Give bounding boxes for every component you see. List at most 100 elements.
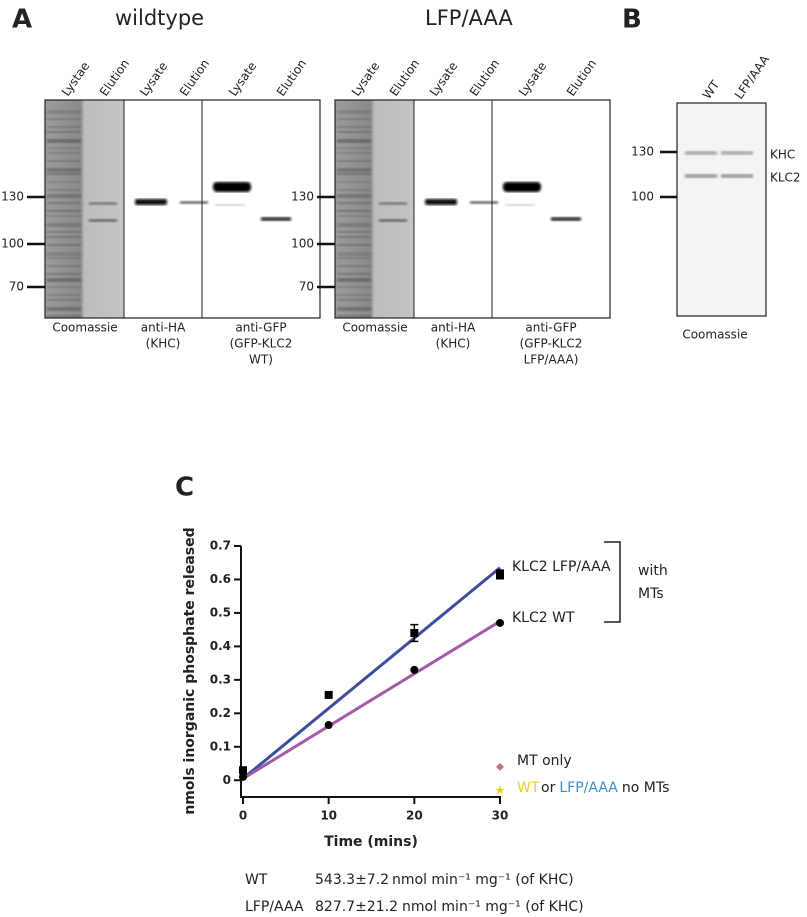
x-axis-label: Time (mins) [324,834,418,850]
point [239,766,247,775]
point [239,772,247,781]
section-label: (KHC) [146,337,181,351]
label-part: no MTs [622,780,670,796]
section-label: Coomassie [52,321,117,335]
band [337,236,371,238]
lane-label: Lysate [349,59,382,98]
marker-label: 130 [291,190,314,204]
band [47,189,81,191]
band [47,181,81,183]
band [47,273,81,275]
y-tick-label: 0 [223,773,231,787]
panel-label: A [12,5,32,35]
band [337,244,371,246]
band [47,315,81,317]
band [47,278,81,282]
band [337,147,371,149]
band [505,204,535,206]
band [337,118,371,120]
label-part: or [541,780,556,796]
section-label: anti-GFP [525,321,576,335]
band [47,131,81,133]
band [47,126,81,128]
band [470,201,498,204]
lane-label: LFP/AAA [732,52,773,102]
section-label: (KHC) [436,337,471,351]
band [213,182,251,192]
blot-title: LFP/AAA [425,6,513,30]
point [324,721,333,730]
lane-label: WT [700,77,723,101]
band [47,202,81,204]
lane-label: Lysate [427,59,460,98]
x-tick-label: 10 [320,809,337,823]
band [47,173,81,175]
band [261,217,291,221]
band [47,257,81,259]
band [337,231,371,233]
marker-label: 70 [299,280,314,294]
x-tick-label: 30 [492,809,509,823]
blot-title: wildtype [115,6,204,30]
series-label: KLC2 LFP/AAA [512,559,611,575]
bracket-label: with [638,563,668,579]
y-tick-label: 0.1 [210,739,231,753]
marker-label: 130 [1,190,24,204]
x-tick-label: 0 [239,809,247,823]
band-label: KLC2 [770,171,801,185]
band [215,204,245,206]
band [337,286,371,288]
lane-label: Elution [97,57,132,99]
band [337,139,371,143]
band [337,315,371,317]
band [47,286,81,288]
band [47,118,81,120]
band [47,252,81,256]
band [89,219,117,222]
band [337,257,371,259]
blot-frame [44,99,321,319]
band [337,278,371,282]
lane-label: Elution [274,57,309,99]
band [337,131,371,133]
section-label: anti-GFP [235,321,286,335]
band [337,126,371,128]
series-label: WT or LFP/AAA no MTs [517,780,669,796]
lane-label: Elution [467,57,502,99]
y-tick-label: 0.5 [210,605,231,619]
band [503,182,541,192]
fit-line [242,620,501,780]
point [496,618,504,627]
y-axis-label: nmols inorganic phosphate released [182,527,198,814]
series-label: MT only [517,753,572,769]
blot-b: 130 100 WT LFP/AAA KHC KLC2 Coomassie [631,52,800,342]
band [337,252,371,256]
y-tick-label: 0.3 [210,672,231,686]
band [337,168,371,172]
band [337,223,371,227]
x-tick-label: 20 [406,809,423,823]
band [47,294,81,296]
band [337,215,371,217]
point [495,785,505,795]
blot [44,99,321,319]
band [337,194,371,198]
section-label: LFP/AAA) [524,353,579,367]
section-label: Coomassie [342,321,407,335]
band [337,210,371,212]
panel-label: B [622,5,642,35]
band [551,217,581,221]
blot [334,99,611,319]
marker-label: 130 [631,145,654,159]
point [324,690,333,699]
fit-line [242,566,501,780]
section-label: WT) [249,353,273,367]
band [337,110,371,114]
lane-label: Elution [564,57,599,99]
section-label: anti-HA [431,321,476,335]
band [337,273,371,275]
rate-label: LFP/AAA [245,899,304,915]
lane-label: Elution [387,57,422,99]
band-label: KHC [770,148,795,162]
